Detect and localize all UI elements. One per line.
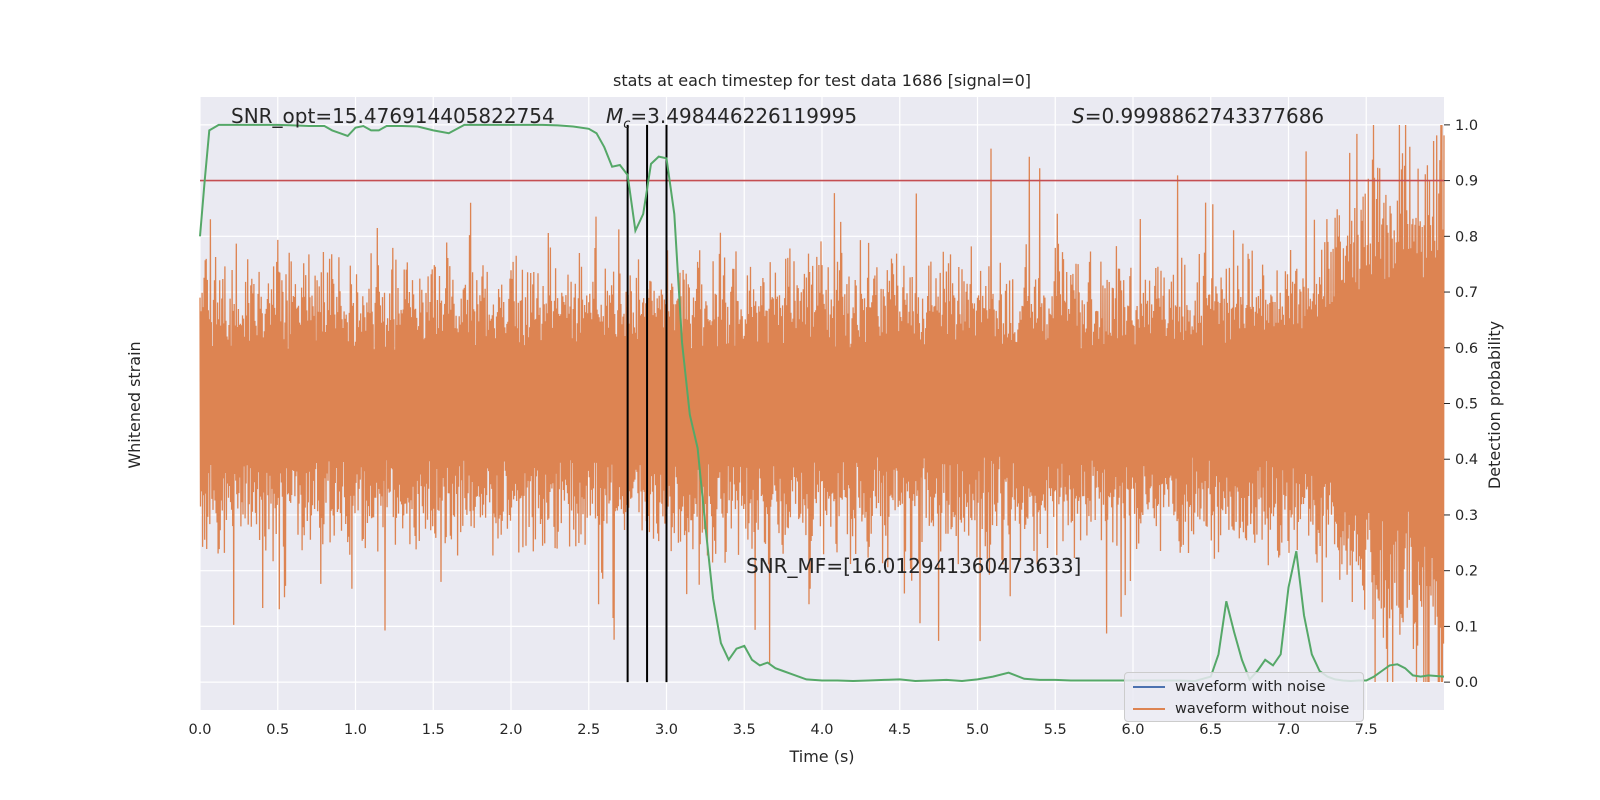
chart-title: stats at each timestep for test data 168…: [612, 71, 1031, 90]
y-right-axis-label: Detection probability: [1485, 321, 1504, 489]
legend-label-without-noise: waveform without noise: [1175, 701, 1350, 717]
y-right-tick-label: 0.0: [1455, 675, 1478, 691]
x-tick-label: 6.0: [1121, 722, 1144, 738]
y-left-axis-label: Whitened strain: [125, 341, 144, 468]
x-tick-label: 3.5: [733, 722, 756, 738]
y-right-tick-label: 0.1: [1455, 619, 1478, 635]
x-tick-label: 1.5: [422, 722, 445, 738]
overlap-value: =0.9998862743377686: [1084, 104, 1325, 128]
x-tick-label: 6.5: [1199, 722, 1222, 738]
y-right-tick-label: 0.6: [1455, 341, 1478, 357]
y-right-tick-label: 0.8: [1455, 229, 1478, 245]
legend-swatch-without-noise: [1133, 708, 1165, 710]
x-tick-label: 3.0: [655, 722, 678, 738]
x-tick-label: 2.5: [577, 722, 600, 738]
y-right-tick-label: 0.3: [1455, 508, 1478, 524]
y-right-tick-label: 0.7: [1455, 285, 1478, 301]
snr-mf-annotation: SNR_MF=[16.012941360473633]: [746, 554, 1082, 578]
x-tick-label: 4.0: [810, 722, 833, 738]
legend-item-with-noise: waveform with noise: [1133, 677, 1326, 697]
legend-label-with-noise: waveform with noise: [1175, 679, 1326, 695]
series-detection-probability: [199, 123, 1445, 683]
snr-opt-annotation: SNR_opt=15.476914405822754: [231, 104, 555, 128]
y-right-tick-label: 0.5: [1455, 397, 1478, 413]
y-right-tick-label: 0.4: [1455, 452, 1478, 468]
x-tick-label: 4.5: [888, 722, 911, 738]
x-axis-label: Time (s): [788, 747, 854, 766]
x-tick-label: 2.0: [499, 722, 522, 738]
x-tick-label: 5.0: [966, 722, 989, 738]
x-tick-label: 0.0: [188, 722, 211, 738]
legend-swatch-with-noise: [1133, 686, 1165, 688]
legend-item-without-noise: waveform without noise: [1133, 699, 1349, 719]
legend: waveform with noise waveform without noi…: [1124, 672, 1364, 722]
x-tick-label: 7.5: [1355, 722, 1378, 738]
y-right-tick-label: 0.9: [1455, 174, 1478, 190]
x-tick-label: 0.5: [266, 722, 289, 738]
series-waveform-without-noise: [199, 124, 1445, 683]
chirp-mass-annotation: Mc=3.498446226119995: [606, 104, 858, 132]
marker-lines: [626, 124, 668, 683]
x-tick-label: 7.0: [1277, 722, 1300, 738]
chirp-mass-value: =3.498446226119995: [630, 104, 858, 128]
y-right-tick-labels: 0.0 0.1 0.2 0.3 0.4 0.5 0.6 0.7 0.8 0.9 1.0: [1444, 118, 1478, 691]
y-right-tick-label: 0.2: [1455, 564, 1478, 580]
y-right-tick-label: 1.0: [1455, 118, 1478, 134]
overlap-annotation: S=0.9998862743377686: [1072, 104, 1325, 128]
x-tick-labels: 0.0 0.5 1.0 1.5 2.0 2.5 3.0 3.5 4.0 4.5 5.0 5.5 6.0 6…: [188, 722, 1377, 738]
x-tick-label: 1.0: [344, 722, 367, 738]
waveform-trace: [199, 124, 1445, 683]
x-tick-label: 5.5: [1044, 722, 1067, 738]
